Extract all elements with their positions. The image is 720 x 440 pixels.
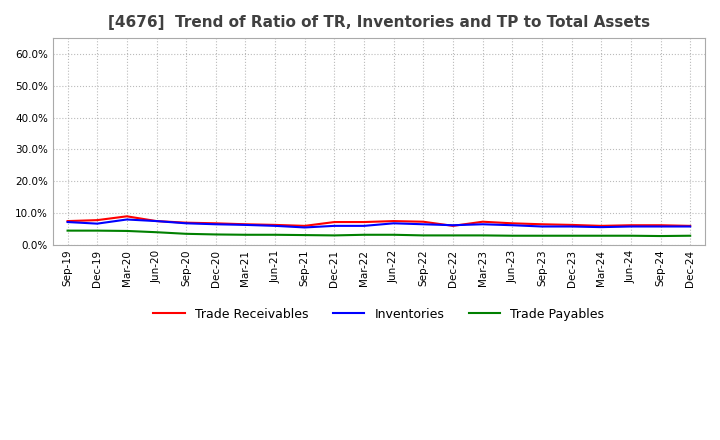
Line: Trade Payables: Trade Payables bbox=[68, 231, 690, 236]
Trade Payables bbox=[182, 231, 191, 236]
Trade Payables bbox=[508, 233, 517, 238]
Trade Receivables bbox=[449, 223, 457, 228]
Inventories bbox=[182, 221, 191, 226]
Trade Receivables bbox=[330, 220, 338, 225]
Trade Payables bbox=[93, 228, 102, 233]
Inventories bbox=[330, 223, 338, 228]
Trade Receivables bbox=[597, 223, 606, 228]
Trade Receivables bbox=[478, 219, 487, 224]
Trade Receivables bbox=[152, 218, 161, 224]
Inventories bbox=[538, 224, 546, 229]
Trade Receivables bbox=[626, 223, 635, 228]
Trade Receivables bbox=[182, 220, 191, 225]
Legend: Trade Receivables, Inventories, Trade Payables: Trade Receivables, Inventories, Trade Pa… bbox=[148, 303, 609, 326]
Inventories bbox=[241, 222, 250, 227]
Inventories bbox=[122, 217, 131, 222]
Trade Receivables bbox=[241, 222, 250, 227]
Inventories bbox=[478, 222, 487, 227]
Trade Payables bbox=[241, 232, 250, 238]
Inventories bbox=[63, 220, 72, 225]
Trade Payables bbox=[567, 233, 576, 238]
Line: Trade Receivables: Trade Receivables bbox=[68, 216, 690, 226]
Trade Receivables bbox=[686, 223, 695, 228]
Inventories bbox=[300, 225, 309, 230]
Trade Payables bbox=[330, 233, 338, 238]
Trade Payables bbox=[656, 233, 665, 238]
Inventories bbox=[360, 223, 369, 228]
Inventories bbox=[93, 221, 102, 226]
Inventories bbox=[449, 223, 457, 228]
Trade Payables bbox=[597, 233, 606, 238]
Trade Receivables bbox=[419, 219, 428, 224]
Trade Receivables bbox=[390, 218, 398, 224]
Trade Payables bbox=[152, 230, 161, 235]
Trade Receivables bbox=[360, 220, 369, 225]
Inventories bbox=[152, 218, 161, 224]
Inventories bbox=[626, 224, 635, 229]
Trade Payables bbox=[449, 233, 457, 238]
Trade Payables bbox=[538, 233, 546, 238]
Trade Receivables bbox=[538, 222, 546, 227]
Trade Payables bbox=[63, 228, 72, 233]
Line: Inventories: Inventories bbox=[68, 220, 690, 227]
Trade Receivables bbox=[212, 221, 220, 226]
Trade Payables bbox=[360, 232, 369, 238]
Inventories bbox=[567, 224, 576, 229]
Trade Receivables bbox=[656, 223, 665, 228]
Trade Payables bbox=[478, 233, 487, 238]
Trade Receivables bbox=[63, 218, 72, 224]
Trade Receivables bbox=[93, 217, 102, 223]
Trade Receivables bbox=[122, 214, 131, 219]
Title: [4676]  Trend of Ratio of TR, Inventories and TP to Total Assets: [4676] Trend of Ratio of TR, Inventories… bbox=[108, 15, 650, 30]
Trade Payables bbox=[271, 232, 279, 238]
Inventories bbox=[390, 221, 398, 226]
Inventories bbox=[419, 222, 428, 227]
Inventories bbox=[597, 224, 606, 230]
Inventories bbox=[656, 224, 665, 229]
Inventories bbox=[271, 223, 279, 228]
Trade Payables bbox=[686, 233, 695, 238]
Trade Receivables bbox=[271, 222, 279, 227]
Trade Receivables bbox=[300, 223, 309, 228]
Inventories bbox=[686, 224, 695, 229]
Inventories bbox=[508, 223, 517, 228]
Trade Receivables bbox=[508, 221, 517, 226]
Trade Payables bbox=[626, 233, 635, 238]
Trade Payables bbox=[419, 233, 428, 238]
Trade Payables bbox=[122, 228, 131, 234]
Trade Payables bbox=[300, 232, 309, 238]
Trade Receivables bbox=[567, 222, 576, 227]
Trade Payables bbox=[390, 232, 398, 238]
Inventories bbox=[212, 222, 220, 227]
Trade Payables bbox=[212, 232, 220, 237]
